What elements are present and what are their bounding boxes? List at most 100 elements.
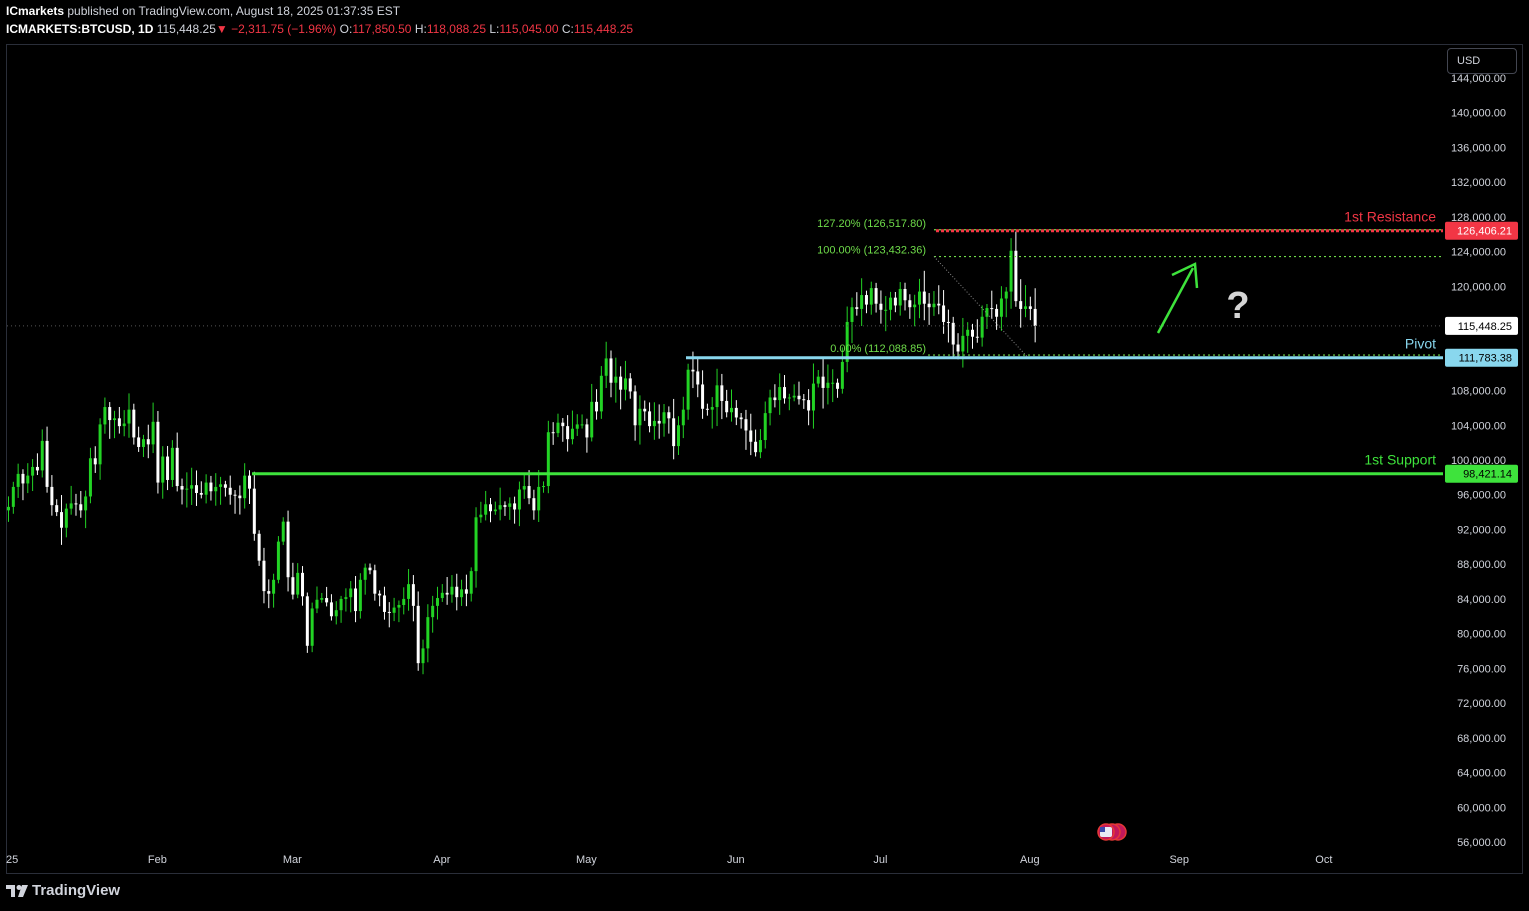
candle-body xyxy=(440,592,444,599)
candle-body xyxy=(50,486,54,506)
price-axis-label: 108,000.00 xyxy=(1451,386,1506,398)
candle-body xyxy=(426,617,430,649)
candle-body xyxy=(79,504,83,511)
candle-body xyxy=(272,579,276,594)
candle-body xyxy=(1009,250,1013,292)
level-tag xyxy=(1445,464,1518,483)
candle-body xyxy=(995,308,999,317)
candle-body xyxy=(7,506,10,511)
candle-body xyxy=(638,408,642,426)
price-axis-label: 96,000.00 xyxy=(1457,490,1506,502)
fib-level-label: 0.00% (112,088.85) xyxy=(830,343,926,355)
candle-body xyxy=(397,604,401,608)
price-axis-label: 120,000.00 xyxy=(1451,281,1506,293)
candle-body xyxy=(990,308,994,310)
time-axis-label: Oct xyxy=(1315,854,1332,866)
candle-body xyxy=(879,303,883,310)
candle-body xyxy=(999,298,1003,317)
time-axis-label: Jun xyxy=(727,854,745,866)
candle-body xyxy=(676,425,680,447)
candle-body xyxy=(185,488,189,490)
candle-body xyxy=(435,598,439,606)
candle-body xyxy=(55,505,59,513)
candle-body xyxy=(455,586,459,598)
price-axis-label: 60,000.00 xyxy=(1457,802,1506,814)
candle-body xyxy=(527,486,531,499)
candle-body xyxy=(354,588,358,612)
candle-body xyxy=(850,307,854,322)
candle-body xyxy=(821,376,825,388)
price-axis-label: 92,000.00 xyxy=(1457,524,1506,536)
candle-body xyxy=(460,589,464,598)
candle-body xyxy=(223,484,227,488)
close-label: C: xyxy=(561,22,574,36)
candle-body xyxy=(11,486,15,507)
candle-body xyxy=(257,533,261,561)
candle-body xyxy=(1028,306,1032,309)
candle-body xyxy=(209,482,213,492)
candle-body xyxy=(358,579,362,612)
candle-body xyxy=(908,300,912,308)
candle-body xyxy=(513,503,517,510)
candle-body xyxy=(898,288,902,306)
candle-body xyxy=(40,440,44,471)
candle-body xyxy=(749,430,753,442)
price-axis-label: 80,000.00 xyxy=(1457,629,1506,641)
candle-body xyxy=(387,611,391,613)
candle-body xyxy=(720,385,724,401)
candle-body xyxy=(151,421,155,445)
symbol-name[interactable]: ICMARKETS:BTCUSD, xyxy=(6,22,135,36)
candle-body xyxy=(103,407,107,425)
candle-body xyxy=(754,441,758,453)
candle-body xyxy=(807,400,811,411)
candle-body xyxy=(296,572,300,595)
candle-body xyxy=(975,336,979,338)
candle-body xyxy=(329,602,333,617)
price-axis-label: 76,000.00 xyxy=(1457,663,1506,675)
candle-body xyxy=(252,488,256,534)
candle-body xyxy=(325,598,329,603)
fib-trend-line xyxy=(933,256,1029,358)
candle-body xyxy=(710,407,714,410)
tradingview-brand[interactable]: TradingView xyxy=(6,882,120,899)
candle-body xyxy=(127,409,131,424)
candle-body xyxy=(26,475,30,484)
candle-body xyxy=(681,409,685,426)
candle-body xyxy=(310,608,314,646)
candle-body xyxy=(730,407,733,413)
interval-label[interactable]: 1D xyxy=(138,22,154,36)
candle-body xyxy=(108,407,112,421)
price-axis-label: 68,000.00 xyxy=(1457,733,1506,745)
candle-body xyxy=(652,420,656,427)
time-axis-label: Jul xyxy=(873,854,887,866)
candle-body xyxy=(1014,250,1018,302)
candle-body xyxy=(199,492,203,495)
candle-body xyxy=(961,335,965,352)
price-axis-label: 64,000.00 xyxy=(1457,768,1506,780)
candle-body xyxy=(599,375,603,412)
candle-body xyxy=(416,605,420,664)
candle-body xyxy=(320,598,324,600)
candle-body xyxy=(378,593,382,596)
projection-arrow xyxy=(1156,267,1195,334)
level-tag-label: 126,406.21 xyxy=(1457,226,1512,238)
candle-body xyxy=(84,496,88,511)
candle-body xyxy=(580,424,584,426)
currency-button[interactable]: USD xyxy=(1447,48,1517,74)
candle-body xyxy=(363,567,367,580)
candle-body xyxy=(156,421,160,483)
candle-body xyxy=(532,498,536,511)
candle-body xyxy=(60,512,64,528)
candle-body xyxy=(783,387,787,399)
chart-frame xyxy=(6,44,1523,874)
price-axis-label: 104,000.00 xyxy=(1451,420,1506,432)
candle-body xyxy=(69,503,73,509)
publisher-name[interactable]: ICmarkets xyxy=(6,4,65,18)
candle-body xyxy=(787,397,791,399)
candle-body xyxy=(469,571,473,594)
candle-body xyxy=(402,598,406,605)
candle-body xyxy=(546,432,550,487)
candle-body xyxy=(132,409,136,438)
candle-body xyxy=(556,422,560,434)
